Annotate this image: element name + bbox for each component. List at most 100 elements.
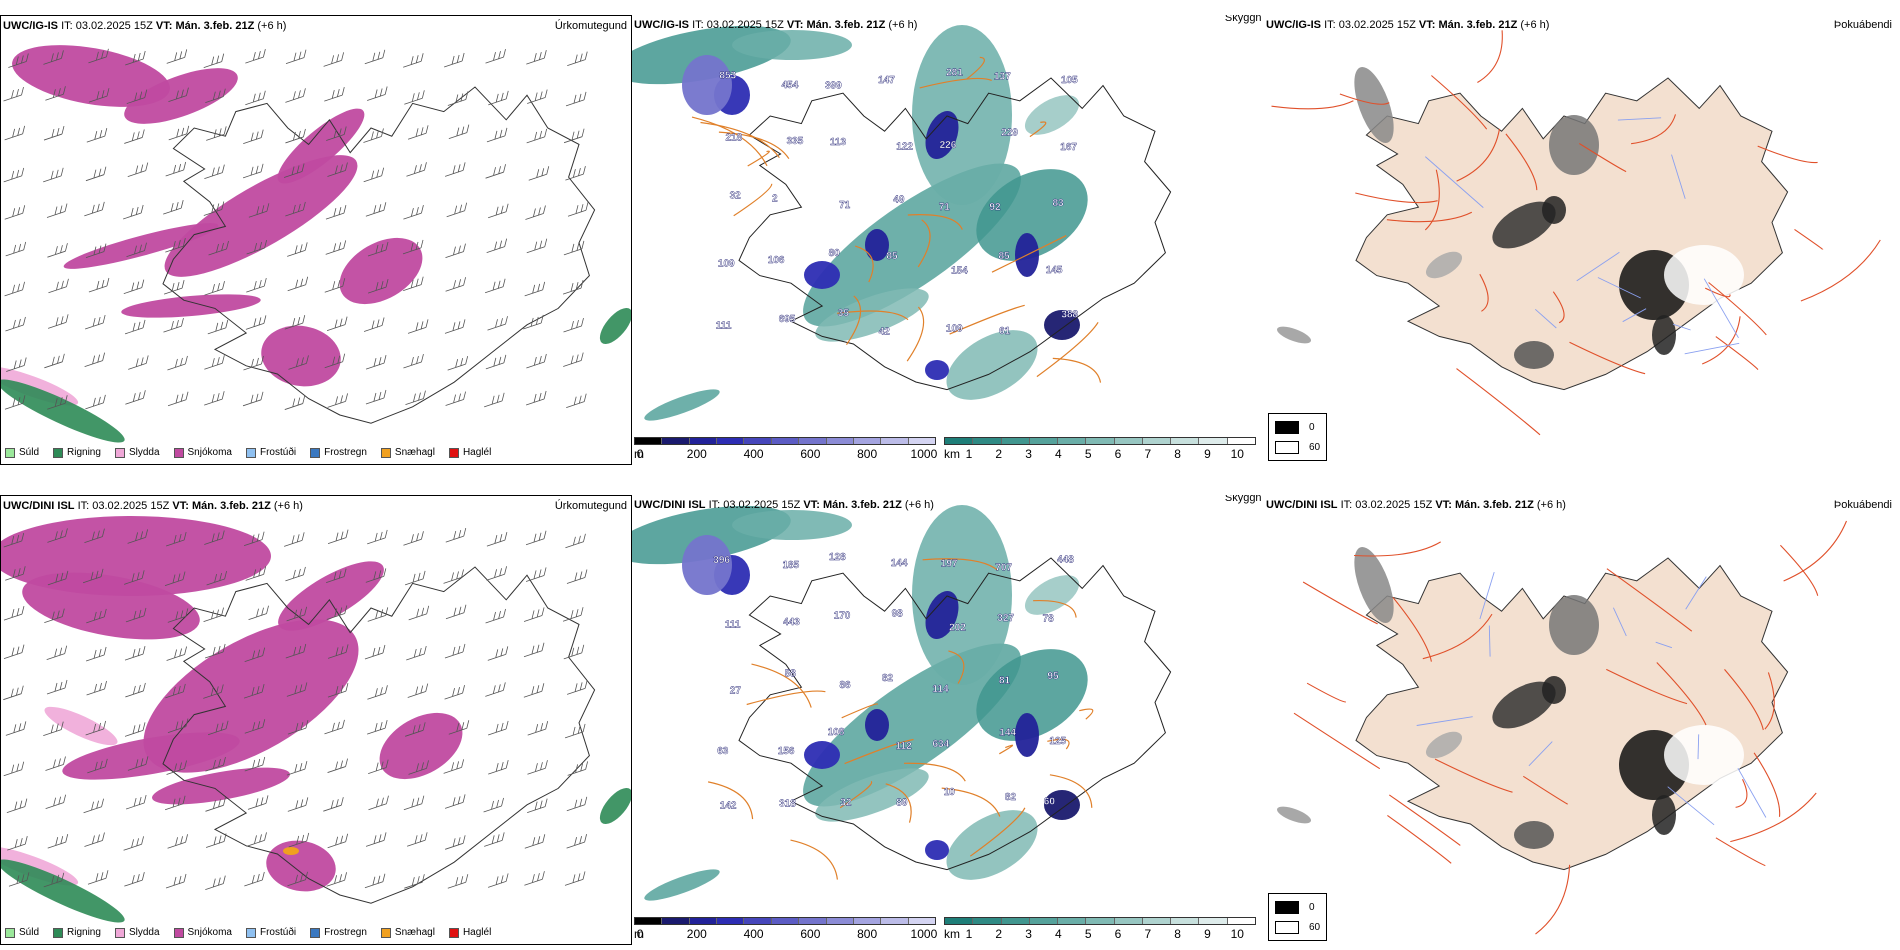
colorbar-tick: 9 bbox=[1204, 927, 1211, 941]
height-colorbar: m 0 200 400 600 800 1000 bbox=[634, 917, 938, 941]
colorbar-cell bbox=[1171, 438, 1200, 444]
legend-swatch bbox=[245, 447, 256, 458]
fog-legend-swatch bbox=[1275, 920, 1299, 934]
low-visibility-area bbox=[912, 25, 1012, 205]
cloud-base-label: 82 bbox=[1005, 792, 1017, 803]
it-label: IT: bbox=[61, 20, 73, 32]
fog-legend-row: 0 bbox=[1275, 417, 1320, 437]
legend-swatch bbox=[245, 927, 256, 938]
vt-value: Mán. 3.feb. 21Z bbox=[806, 19, 886, 31]
river-network bbox=[1425, 117, 1740, 355]
panel-title: Skyggni bbox=[1224, 15, 1262, 24]
cloud-base-label: 185 bbox=[783, 560, 800, 571]
cloud-base-label: 111 bbox=[725, 619, 741, 630]
legend-label: Rigning bbox=[67, 447, 101, 458]
cloud-base-label: 81 bbox=[999, 675, 1011, 686]
colorbar-tick: 7 bbox=[1144, 447, 1152, 461]
fog-map bbox=[1276, 520, 1848, 935]
colorbar-tick: 600 bbox=[800, 447, 821, 461]
colorbar-cell bbox=[689, 918, 718, 924]
colorbar-tick: 10 bbox=[1230, 927, 1244, 941]
legend-label: Súld bbox=[19, 927, 40, 938]
it-label: IT: bbox=[692, 19, 704, 31]
colorbar-tick: 1000 bbox=[910, 927, 938, 941]
cloud-base-label: 218 bbox=[726, 132, 743, 143]
low-cloud-base-area bbox=[1015, 713, 1039, 757]
cloud-base-label: 61 bbox=[999, 326, 1011, 337]
cloud-base-label: 108 bbox=[828, 727, 845, 738]
snow-area bbox=[277, 108, 365, 184]
low-visibility-area bbox=[976, 169, 1088, 261]
precip-type-panel: UWC/DINI ISL IT: 03.02.2025 15Z VT: Mán.… bbox=[0, 495, 632, 945]
visibility-map: 853 454 399 147 281 137 105 218 335 113 122 226 229 1… bbox=[632, 25, 1172, 421]
fog-legend-value: 0 bbox=[1309, 901, 1315, 913]
colorbar-cell bbox=[1199, 438, 1228, 444]
panel-title: Skyggni bbox=[1224, 495, 1262, 504]
colorbar-tick: 9 bbox=[1204, 447, 1211, 461]
colorbar-cell bbox=[1029, 918, 1059, 924]
cloud-base-label: 114 bbox=[932, 684, 949, 695]
colorbar-tick: 800 bbox=[857, 927, 878, 941]
colorbar-cell bbox=[908, 438, 935, 444]
cloud-base-label: 109 bbox=[946, 323, 963, 334]
height-colorbar: m 0 200 400 600 800 1000 bbox=[634, 437, 937, 461]
legend-swatch bbox=[5, 927, 15, 938]
colorbar-tick: 4 bbox=[1055, 447, 1062, 461]
fog-area bbox=[1354, 547, 1394, 623]
legend-item: Frostúði bbox=[245, 447, 296, 458]
it-value: 03.02.2025 15Z bbox=[92, 500, 170, 512]
colorbar-cell bbox=[945, 918, 974, 924]
cloud-base-label: 89 bbox=[896, 797, 908, 808]
fog-area bbox=[1549, 115, 1599, 175]
fog-area bbox=[1425, 251, 1463, 279]
colorbar-cell bbox=[799, 918, 827, 924]
cloud-base-label: 98 bbox=[892, 609, 904, 620]
colorbar-cell bbox=[826, 438, 854, 444]
cloud-base-label: 229 bbox=[1001, 128, 1018, 139]
legend-item: Snjókoma bbox=[173, 927, 232, 938]
legend-item: Snjókoma bbox=[173, 447, 232, 458]
cloud-base-label: 318 bbox=[779, 798, 796, 809]
road-network bbox=[691, 56, 1102, 383]
legend-swatch bbox=[114, 927, 125, 938]
colorbar-tick: 600 bbox=[800, 927, 821, 941]
legend-item: Haglél bbox=[448, 447, 492, 458]
legend-label: Haglél bbox=[462, 447, 492, 458]
fog-legend: 0 60 bbox=[1268, 413, 1328, 461]
colorbar-tick: 6 bbox=[1114, 927, 1122, 941]
cloud-base-label: 71 bbox=[839, 200, 851, 211]
cloud-base-label: 142 bbox=[720, 801, 737, 812]
it-label: IT: bbox=[1340, 499, 1353, 511]
it-value: 03.02.2025 15Z bbox=[723, 499, 801, 511]
fog-area bbox=[1542, 196, 1566, 224]
height-colorbar-strip bbox=[634, 437, 936, 445]
cloud-base-label: 85 bbox=[886, 251, 898, 262]
it-value: 03.02.2025 15Z bbox=[706, 19, 784, 31]
cloud-base-label: 60 bbox=[1044, 796, 1056, 807]
panel-title: Þokuábendi bbox=[1833, 19, 1892, 31]
snow-area bbox=[121, 294, 261, 318]
cloud-base-label: 388 bbox=[1061, 310, 1078, 321]
cloud-base-labels: 853 454 399 147 281 137 105 218 335 113 122 226 229 1… bbox=[716, 67, 1079, 337]
cloud-base-label: 42 bbox=[879, 326, 891, 337]
legend-item: Snæhagl bbox=[380, 447, 435, 458]
colorbar-cell bbox=[826, 918, 854, 924]
fog-legend-row: 0 bbox=[1275, 897, 1320, 917]
cloud-base-label: 125 bbox=[1049, 736, 1066, 747]
visibility-panel: 853 454 399 147 281 137 105 218 335 113 122 226 229 1… bbox=[632, 15, 1262, 465]
colorbar-tick: 4 bbox=[1055, 927, 1062, 941]
snow-area bbox=[339, 237, 423, 305]
colorbar-cell bbox=[1142, 918, 1172, 924]
legend-item: Haglél bbox=[448, 927, 491, 938]
legend-label: Frostúði bbox=[259, 927, 297, 938]
colorbar-tick: 7 bbox=[1144, 927, 1152, 941]
legend-swatch bbox=[173, 447, 184, 458]
vt-label: VT: bbox=[1435, 499, 1452, 511]
panel-header: UWC/DINI ISL IT: 03.02.2025 15Z VT: Mán.… bbox=[1266, 499, 1566, 511]
legend-swatch bbox=[53, 927, 64, 938]
legend-swatch bbox=[380, 447, 391, 458]
vt-value: Mán. 3.feb. 21Z bbox=[191, 500, 271, 512]
road-network bbox=[1293, 520, 1848, 935]
colorbar-tick: 400 bbox=[743, 447, 764, 461]
low-visibility-area bbox=[815, 288, 929, 342]
